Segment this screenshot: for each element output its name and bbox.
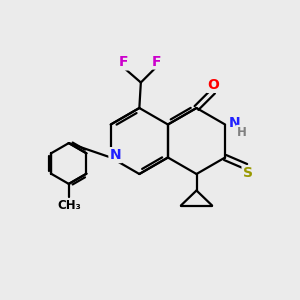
Text: CH₃: CH₃ bbox=[57, 199, 81, 212]
Text: N: N bbox=[228, 116, 240, 130]
Text: S: S bbox=[243, 166, 253, 180]
Text: H: H bbox=[237, 126, 247, 139]
Text: F: F bbox=[152, 55, 161, 68]
Text: F: F bbox=[119, 56, 128, 69]
Text: O: O bbox=[207, 78, 219, 92]
Text: N: N bbox=[110, 148, 121, 162]
